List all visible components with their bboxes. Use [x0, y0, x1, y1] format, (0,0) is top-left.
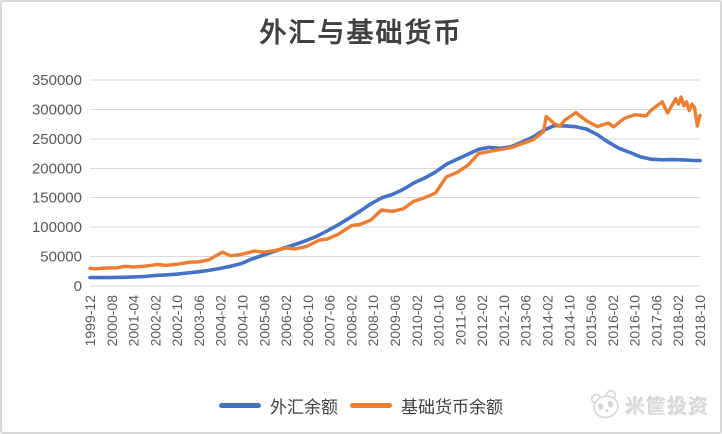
svg-text:2006-02: 2006-02 — [278, 295, 294, 347]
svg-text:2018-10: 2018-10 — [692, 295, 708, 347]
svg-text:2016-02: 2016-02 — [605, 295, 621, 347]
svg-text:250000: 250000 — [32, 131, 82, 148]
svg-text:2013-06: 2013-06 — [518, 295, 534, 347]
panda-icon — [590, 390, 619, 419]
svg-text:2004-02: 2004-02 — [213, 295, 229, 347]
svg-text:2006-10: 2006-10 — [300, 295, 316, 347]
svg-text:2014-10: 2014-10 — [561, 295, 577, 347]
svg-text:2015-06: 2015-06 — [583, 295, 599, 347]
svg-text:2002-10: 2002-10 — [169, 295, 185, 347]
svg-text:200000: 200000 — [32, 160, 82, 177]
svg-text:2005-06: 2005-06 — [256, 295, 272, 347]
svg-text:150000: 150000 — [32, 190, 82, 207]
legend-label-fx: 外汇余额 — [270, 398, 338, 417]
fx-line-swatch-icon — [219, 403, 261, 408]
watermark-text: 米筐投资 — [625, 396, 710, 418]
legend-label-base-money: 基础货币余额 — [401, 398, 503, 417]
svg-text:2002-02: 2002-02 — [147, 295, 163, 347]
svg-text:2014-02: 2014-02 — [540, 295, 556, 347]
svg-text:2008-10: 2008-10 — [365, 295, 381, 347]
svg-text:2012-10: 2012-10 — [496, 295, 512, 347]
base-money-line-swatch-icon — [350, 403, 392, 408]
legend-item-fx: 外汇余额 — [219, 393, 338, 418]
svg-text:2010-10: 2010-10 — [431, 295, 447, 347]
svg-text:300000: 300000 — [32, 101, 82, 118]
watermark: 米筐投资 — [588, 388, 710, 422]
svg-text:2011-06: 2011-06 — [452, 295, 468, 346]
svg-text:2000-08: 2000-08 — [104, 295, 120, 347]
svg-text:2001-04: 2001-04 — [126, 295, 142, 347]
svg-text:2003-06: 2003-06 — [191, 295, 207, 347]
svg-text:2010-02: 2010-02 — [409, 295, 425, 347]
svg-text:350000: 350000 — [32, 72, 82, 89]
legend-item-base-money: 基础货币余额 — [350, 393, 503, 418]
svg-text:2012-02: 2012-02 — [474, 295, 490, 347]
svg-text:2004-10: 2004-10 — [235, 295, 251, 347]
svg-text:2017-06: 2017-06 — [648, 295, 664, 347]
svg-text:2008-02: 2008-02 — [343, 295, 359, 347]
svg-text:2009-06: 2009-06 — [387, 295, 403, 347]
svg-text:2018-02: 2018-02 — [670, 295, 686, 347]
svg-text:2007-06: 2007-06 — [322, 295, 338, 347]
svg-text:1999-12: 1999-12 — [82, 295, 98, 347]
chart-legend: 外汇余额 基础货币余额 — [2, 393, 720, 418]
svg-text:0: 0 — [74, 278, 82, 295]
chart-title: 外汇与基础货币 — [259, 18, 463, 48]
svg-text:50000: 50000 — [40, 249, 82, 266]
svg-text:2016-10: 2016-10 — [627, 295, 643, 347]
svg-text:100000: 100000 — [32, 219, 82, 236]
